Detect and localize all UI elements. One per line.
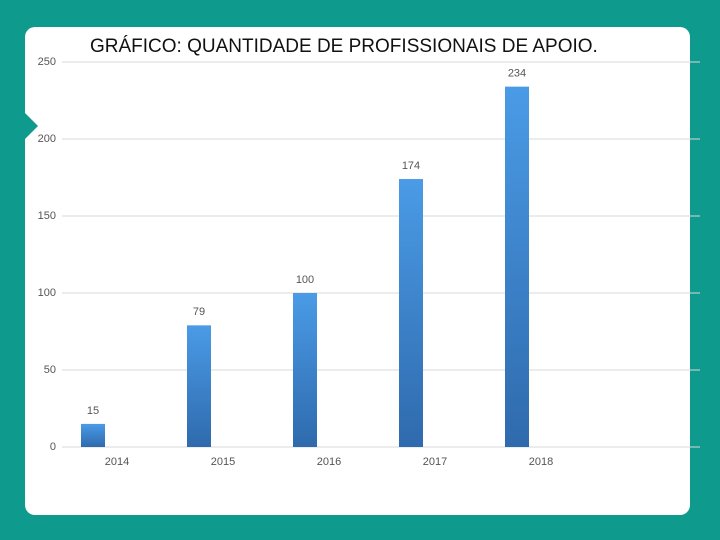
y-tick-label: 200: [38, 133, 56, 145]
value-label: 79: [193, 306, 205, 318]
y-tick-label: 50: [44, 364, 56, 376]
bar: [81, 423, 105, 447]
x-tick-label: 2014: [105, 456, 129, 468]
x-tick-label: 2017: [423, 456, 447, 468]
y-tick-label: 0: [50, 441, 56, 453]
value-label: 15: [87, 405, 99, 417]
value-label: 174: [402, 160, 420, 172]
panel: [25, 27, 690, 515]
bar: [399, 179, 423, 448]
x-tick-label: 2018: [529, 456, 553, 468]
x-tick-label: 2016: [317, 456, 341, 468]
bar: [293, 293, 317, 447]
bar: [187, 325, 211, 447]
y-tick-label: 100: [38, 287, 56, 299]
value-label: 234: [508, 68, 526, 80]
x-tick-label: 2015: [211, 456, 235, 468]
y-tick-label: 250: [38, 56, 56, 68]
chart-title: GRÁFICO: QUANTIDADE DE PROFISSIONAIS DE …: [90, 36, 598, 57]
y-tick-label: 150: [38, 210, 56, 222]
bar: [505, 86, 529, 447]
value-label: 100: [296, 274, 314, 286]
notch: [25, 113, 38, 139]
